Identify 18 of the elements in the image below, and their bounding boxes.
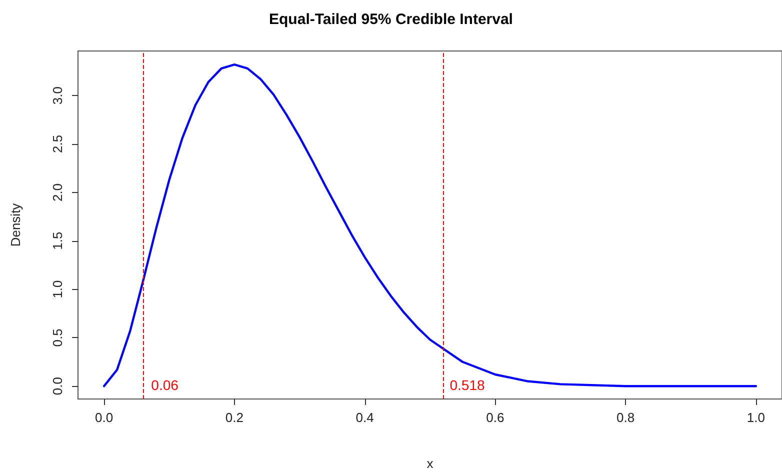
y-tick-label: 1.5	[50, 232, 65, 250]
ref-line-label: 0.06	[151, 377, 179, 394]
x-axis-title: x	[426, 456, 434, 471]
x-tick-label: 0.2	[225, 410, 244, 425]
y-tick-label: 0.0	[50, 377, 65, 396]
y-tick-label: 0.5	[50, 328, 65, 347]
y-tick-label: 3.0	[50, 86, 65, 105]
ref-line-label: 0.518	[450, 377, 485, 394]
y-tick-label: 2.0	[50, 183, 65, 202]
x-tick-label: 0.8	[616, 410, 635, 425]
y-tick-label: 2.5	[50, 134, 65, 154]
x-tick-label: 0.6	[486, 410, 504, 425]
chart-title: Equal-Tailed 95% Credible Interval	[269, 11, 513, 28]
x-tick-label: 0.4	[356, 410, 374, 425]
y-tick-label: 1.0	[50, 280, 65, 298]
x-tick-label: 1.0	[746, 410, 765, 425]
y-axis-title: Density	[8, 202, 23, 247]
x-tick-label: 0.0	[95, 410, 114, 425]
